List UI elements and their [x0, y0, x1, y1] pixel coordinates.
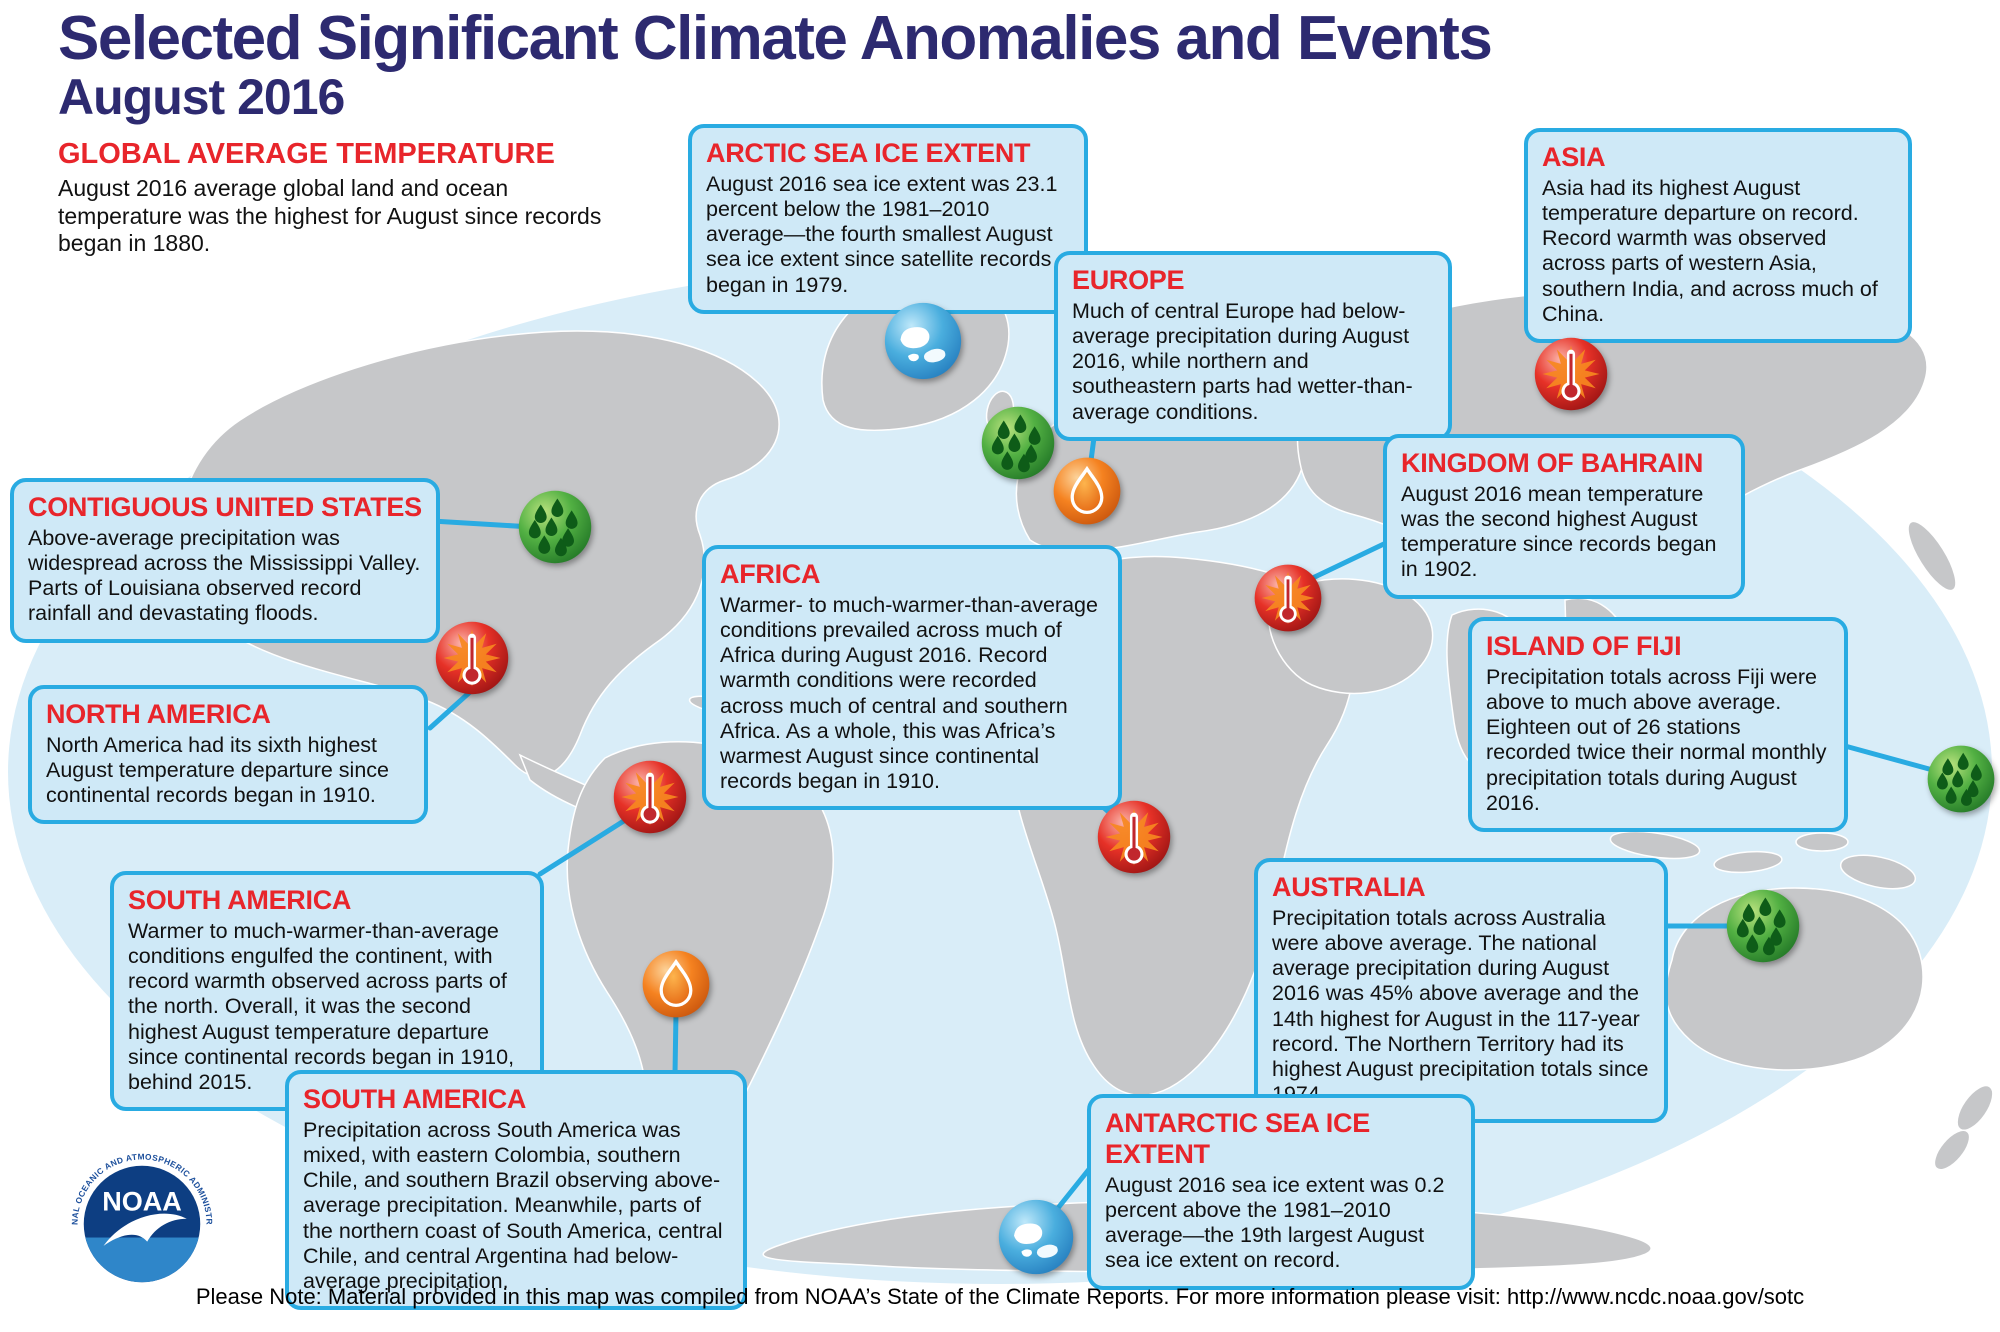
callout-body: Precipitation totals across Australia we… [1272, 906, 1649, 1106]
logo-seabird [103, 1213, 187, 1246]
callout-australia: AUSTRALIA Precipitation totals across Au… [1254, 858, 1668, 1124]
callout-africa: AFRICA Warmer- to much-warmer-than-avera… [702, 545, 1122, 811]
callout-title: ISLAND OF FIJI [1486, 631, 1682, 661]
asia-temperature-icon [1533, 336, 1609, 412]
japan [1907, 520, 1957, 592]
callout-title: KINGDOM OF BAHRAIN [1401, 448, 1704, 478]
callout-antarctic-sea-ice-extent: ANTARCTIC SEA ICE EXTENT August 2016 sea… [1087, 1094, 1475, 1290]
callout-body: Precipitation across South America was m… [303, 1118, 723, 1293]
callout-kingdom-of-bahrain: KINGDOM OF BAHRAIN August 2016 mean temp… [1383, 434, 1745, 599]
callout-title: GLOBAL AVERAGE TEMPERATURE [58, 138, 555, 170]
continent-north-america [178, 330, 780, 778]
callout-body: Above-average precipitation was widespre… [28, 526, 421, 626]
callout-title: ASIA [1542, 142, 1606, 172]
callout-contiguous-united-states: CONTIGUOUS UNITED STATES Above-average p… [10, 478, 440, 643]
callout-body: Warmer to much-warmer-than-average condi… [128, 919, 515, 1094]
callout-title: ARCTIC SEA ICE EXTENT [706, 138, 1031, 168]
connector-united-states [429, 518, 535, 530]
header: Selected Significant Climate Anomalies a… [58, 4, 1493, 126]
new-guinea [1839, 854, 1917, 890]
callout-body: August 2016 average global land and ocea… [58, 175, 602, 257]
callout-body: Asia had its highest August temperature … [1542, 176, 1878, 326]
new-zealand [1956, 1084, 1994, 1132]
indonesia [1713, 850, 1783, 874]
callout-title: SOUTH AMERICA [128, 885, 352, 915]
page-subtitle: August 2016 [58, 69, 345, 126]
callout-asia: ASIA Asia had its highest August tempera… [1524, 128, 1912, 343]
callout-north-america: NORTH AMERICA North America had its sixt… [28, 685, 428, 825]
callout-title: ANTARCTIC SEA ICE EXTENT [1105, 1108, 1370, 1169]
antarctic-sea-ice-icon [997, 1198, 1075, 1276]
callout-europe: EUROPE Much of central Europe had below-… [1054, 251, 1452, 441]
callout-body: August 2016 mean temperature was the sec… [1401, 482, 1717, 582]
callout-body: Much of central Europe had below-average… [1072, 299, 1413, 424]
logo-name: NOAA [102, 1186, 182, 1216]
callout-global-average-temperature: GLOBAL AVERAGE TEMPERATURE August 2016 a… [58, 138, 638, 258]
callout-title: AFRICA [720, 559, 821, 589]
indonesia [1609, 830, 1701, 860]
south-america-droplet-icon [641, 949, 711, 1019]
africa-temperature-icon [1096, 799, 1172, 875]
europe-droplet-icon [1052, 456, 1122, 526]
callout-title: NORTH AMERICA [46, 699, 271, 729]
australia-rain-icon [1725, 888, 1801, 964]
callout-title: EUROPE [1072, 265, 1185, 295]
footer-note: Please Note: Material provided in this m… [195, 1284, 1805, 1309]
indonesia [1795, 832, 1849, 852]
connector-fiji [1842, 743, 1943, 775]
fiji-rain-icon [1926, 744, 1996, 814]
europe-rain-icon [980, 405, 1056, 481]
callout-body: August 2016 sea ice extent was 23.1 perc… [706, 172, 1058, 297]
new-zealand [1933, 1129, 1971, 1171]
bahrain-temperature-icon [1253, 563, 1323, 633]
callout-title: SOUTH AMERICA [303, 1084, 527, 1114]
south-america-temperature-icon [612, 759, 688, 835]
callout-arctic-sea-ice-extent: ARCTIC SEA ICE EXTENT August 2016 sea ic… [688, 124, 1088, 314]
connector-bahrain [1297, 539, 1391, 587]
connector-south-america-precip [672, 1009, 679, 1077]
callout-body: Precipitation totals across Fiji were ab… [1486, 665, 1827, 815]
arctic-sea-ice-icon [883, 301, 963, 381]
callout-title: AUSTRALIA [1272, 872, 1426, 902]
connector-north-america [427, 689, 473, 731]
noaa-logo: NATIONAL OCEANIC AND ATMOSPHERIC ADMINIS… [64, 1146, 219, 1301]
callout-body: Warmer- to much-warmer-than-average cond… [720, 593, 1098, 793]
north-america-temperature-icon [434, 620, 510, 696]
callout-body: August 2016 sea ice extent was 0.2 perce… [1105, 1173, 1445, 1273]
callout-island-of-fiji: ISLAND OF FIJI Precipitation totals acro… [1468, 617, 1848, 832]
callout-south-america-precipitation: SOUTH AMERICA Precipitation across South… [285, 1070, 747, 1310]
connector-south-america-temp [537, 809, 641, 877]
page-title: Selected Significant Climate Anomalies a… [58, 4, 1493, 73]
us-rain-icon [517, 489, 593, 565]
callout-body: North America had its sixth highest Augu… [46, 733, 390, 808]
callout-title: CONTIGUOUS UNITED STATES [28, 492, 422, 522]
